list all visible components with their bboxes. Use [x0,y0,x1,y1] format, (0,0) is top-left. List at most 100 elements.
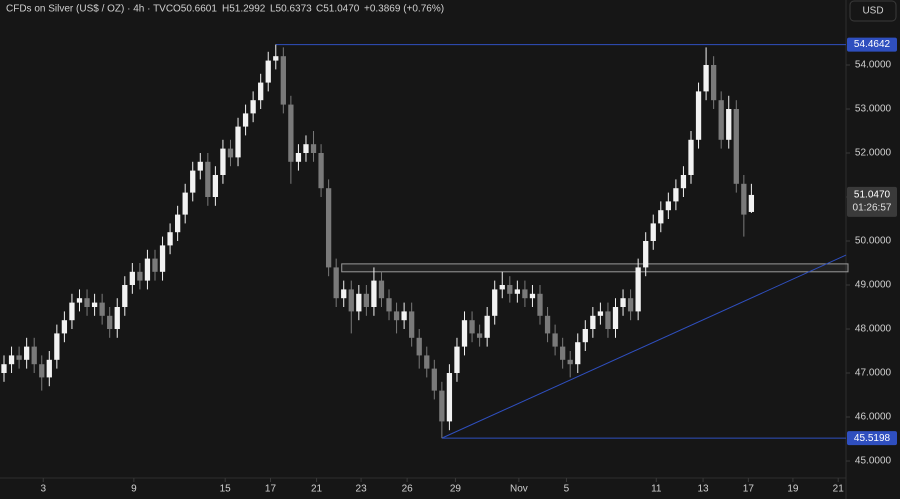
last-price-tag [847,186,897,217]
candle-body [325,188,332,268]
candle-body [220,148,226,175]
candle-body [673,188,679,202]
candle-body [424,355,430,369]
candle-body [295,152,302,162]
candle-body [416,337,422,356]
candle-body [318,152,324,189]
currency-label[interactable]: USD [862,6,883,17]
candle-body [635,267,641,312]
candle-body [39,364,45,378]
candle-body [658,210,664,224]
candle-body [24,346,30,360]
candle-body [665,201,671,211]
candle-body [99,302,105,316]
candle-body [152,258,158,272]
candle-body [167,232,173,246]
x-tick-label: 11 [651,484,662,495]
candle-body [348,289,354,312]
candle-body [265,60,271,83]
candle-body [84,298,90,308]
candle-body [114,307,120,330]
y-tick-label: 47.0000 [855,368,892,379]
candle-body [159,245,166,272]
candle-body [401,311,407,321]
x-tick-label: 21 [311,484,323,495]
candle-body [227,148,234,158]
candle-body [91,302,98,308]
candle-body [650,223,656,242]
trend-line [441,254,847,439]
candle-body [409,311,415,338]
x-tick-label: 17 [743,484,755,495]
y-tick-label: 54.0000 [855,60,892,71]
candle-body [288,104,294,162]
candle-body [144,258,151,281]
candle-body [741,183,747,215]
candle-body [333,267,339,299]
candle-body [537,293,543,316]
candle-body [507,285,513,294]
x-tick-label: 23 [356,484,368,495]
candle-body [310,144,317,153]
currency-button[interactable] [849,0,897,22]
x-tick-label: 29 [450,484,462,495]
candle-body [212,174,219,197]
x-tick-label: 15 [220,484,232,495]
candle-body [726,108,732,140]
candle-body [439,390,445,422]
level-tag [847,37,897,52]
legend-low: L50.6373 [270,4,312,15]
candle-body [484,315,490,338]
candle-body [627,298,634,312]
candle-body [129,271,135,286]
level-tag [847,431,897,446]
candle-body [250,100,256,114]
candle-body [612,307,619,330]
candle-body [378,280,385,299]
y-tick-label: 50.0000 [855,236,892,247]
candle-body [718,100,724,140]
plot [1,44,849,439]
candle-body [8,355,15,365]
candle-body [597,311,604,316]
candle-body [1,364,7,374]
candle-body [590,315,596,330]
candle-body [560,346,566,360]
candle-body [680,174,687,189]
candle-body [748,194,755,212]
y-tick-label: 53.0000 [855,104,892,115]
candle-body [16,355,22,360]
candle-body [454,346,460,374]
candle-body [733,108,739,184]
x-tick-label: 19 [787,484,799,495]
candle-body [190,170,196,193]
candle-body [46,359,52,378]
level-label: 54.4642 [854,39,891,50]
candle-body [280,56,286,105]
x-tick-label: 5 [564,484,570,495]
candle-body [461,320,468,347]
candle-body [476,333,483,338]
candle-body [386,298,392,312]
candle-body [341,289,347,299]
candle-body [688,139,694,175]
candle-body [529,293,536,299]
candle-body [371,280,377,308]
candle-body [205,161,211,197]
candle-body [303,144,309,153]
candle-body [710,64,717,101]
x-tick-label: 26 [402,484,414,495]
candle-body [514,289,520,294]
candle-body [643,241,649,268]
candle-body [182,192,188,215]
candle-body [605,311,611,330]
candle-body [174,214,181,233]
candle-body [61,320,68,334]
candle-body [122,285,128,308]
legend-change: +0.3869 (+0.76%) [364,4,444,15]
support-zone [341,263,849,273]
candle-body [431,368,437,391]
candle-body [363,293,370,308]
candle-body [242,113,249,127]
